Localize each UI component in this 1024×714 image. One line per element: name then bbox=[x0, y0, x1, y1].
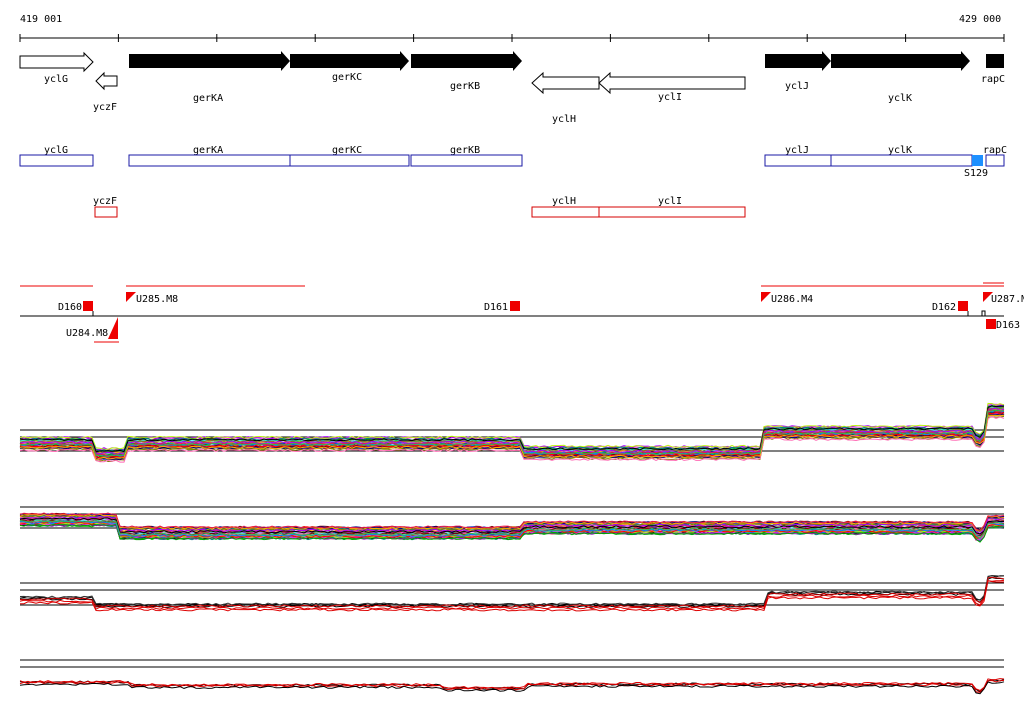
gene-arrow-yczF[interactable] bbox=[95, 71, 118, 91]
expression-trace bbox=[19, 405, 1005, 453]
coordinate-ruler: 419 001 429 000 bbox=[19, 14, 1005, 42]
gene-label-yclH: yclH bbox=[552, 114, 576, 125]
box-label-yclH: yclH bbox=[552, 196, 576, 207]
box-label-yclI: yclI bbox=[658, 196, 682, 207]
expression-trace bbox=[19, 409, 1005, 457]
marker-track: D160 U284.M8 U285.M8 D161 U286.M4 D162 U… bbox=[20, 282, 1024, 343]
expression-profiles-2 bbox=[19, 512, 1005, 543]
box-label-yclK: yclK bbox=[888, 145, 912, 156]
expression-panel-1 bbox=[19, 402, 1005, 463]
marker-U287[interactable] bbox=[983, 292, 993, 316]
ruler-end-label: 429 000 bbox=[959, 14, 1001, 25]
marker-label-U285: U285.M8 bbox=[136, 294, 178, 305]
annotation-box-yczF[interactable] bbox=[94, 206, 118, 218]
box-label-yclJ: yclJ bbox=[785, 145, 809, 156]
marker-D162[interactable] bbox=[958, 301, 968, 311]
expression-panel-4 bbox=[19, 659, 1005, 695]
marker-U286[interactable] bbox=[761, 292, 771, 316]
expression-trace bbox=[19, 580, 1005, 612]
ruler-ticks bbox=[19, 34, 1005, 42]
gene-arrow-yclJ[interactable] bbox=[765, 51, 831, 71]
expression-trace bbox=[19, 575, 1004, 607]
marker-D163[interactable] bbox=[986, 319, 996, 329]
marker-D160[interactable] bbox=[83, 301, 93, 311]
box-label-yclG: yclG bbox=[44, 145, 68, 156]
expression-trace bbox=[19, 678, 1005, 692]
site-marker-S129[interactable] bbox=[972, 155, 983, 166]
expression-profiles-1 bbox=[19, 402, 1005, 463]
ruler-start-label: 419 001 bbox=[20, 14, 62, 25]
expression-trace bbox=[19, 679, 1005, 693]
expression-trace bbox=[19, 411, 1005, 459]
marker-label-U286: U286.M4 bbox=[771, 294, 813, 305]
expression-trace bbox=[19, 579, 1005, 610]
gene-label-yclI: yclI bbox=[658, 92, 682, 103]
expression-trace bbox=[19, 519, 1005, 539]
expression-trace bbox=[19, 410, 1005, 457]
gene-label-yclG: yclG bbox=[44, 74, 68, 85]
gene-arrow-track: yclG yczF gerKA gerKC gerKB yclH yclI yc… bbox=[19, 51, 1005, 125]
gene-arrow-gerKC[interactable] bbox=[290, 51, 409, 71]
marker-label-D160: D160 bbox=[58, 302, 82, 313]
expression-trace bbox=[19, 521, 1005, 539]
box-label-gerKB: gerKB bbox=[450, 145, 480, 156]
box-label-yczF: yczF bbox=[93, 196, 117, 207]
gene-arrow-yclH[interactable] bbox=[531, 71, 600, 95]
annotation-box-yclH[interactable] bbox=[531, 206, 600, 218]
gene-arrow-rapC[interactable] bbox=[986, 54, 1004, 68]
expression-profiles-4 bbox=[19, 678, 1005, 695]
forward-strand-annotations: yclG gerKA gerKC gerKB yclJ yclK S129 ra… bbox=[19, 145, 1007, 179]
marker-label-D162: D162 bbox=[932, 302, 956, 313]
reverse-strand-annotations: yczF yclH yclI bbox=[93, 196, 746, 218]
annotation-box-yclK[interactable] bbox=[830, 154, 973, 167]
marker-U284[interactable] bbox=[108, 317, 118, 339]
box-label-gerKC: gerKC bbox=[332, 145, 362, 156]
marker-label-D161: D161 bbox=[484, 302, 508, 313]
expression-panel-3 bbox=[19, 574, 1005, 612]
gene-label-yclJ: yclJ bbox=[785, 81, 809, 92]
expression-profiles-3 bbox=[19, 574, 1005, 612]
marker-label-U287: U287.M bbox=[991, 294, 1024, 305]
expression-trace bbox=[19, 415, 1005, 463]
annotation-box-yclI[interactable] bbox=[598, 206, 746, 218]
marker-U285[interactable] bbox=[126, 292, 136, 316]
expression-trace bbox=[19, 517, 1004, 535]
marker-D161[interactable] bbox=[510, 301, 520, 311]
gene-label-gerKB: gerKB bbox=[450, 81, 480, 92]
expression-panel-2 bbox=[19, 506, 1005, 543]
gene-label-gerKC: gerKC bbox=[332, 72, 362, 83]
gene-arrow-gerKA[interactable] bbox=[129, 51, 290, 71]
marker-label-U284: U284.M8 bbox=[66, 328, 108, 339]
gene-label-rapC: rapC bbox=[981, 74, 1005, 85]
marker-label-D163: D163 bbox=[996, 320, 1020, 331]
gene-arrow-yclI[interactable] bbox=[598, 71, 746, 95]
annotation-box-rapC[interactable] bbox=[985, 154, 1005, 167]
expression-trace bbox=[19, 512, 1005, 532]
expression-trace bbox=[19, 523, 1005, 543]
box-label-rapC: rapC bbox=[983, 145, 1007, 156]
gene-label-gerKA: gerKA bbox=[193, 93, 223, 104]
expression-trace bbox=[19, 402, 1005, 450]
gene-arrow-gerKB[interactable] bbox=[411, 51, 522, 71]
annotation-box-gerKB[interactable] bbox=[410, 154, 523, 167]
expression-trace bbox=[19, 681, 1005, 695]
gene-label-yclK: yclK bbox=[888, 93, 912, 104]
annotation-box-gerKA[interactable] bbox=[128, 154, 291, 167]
site-label-S129: S129 bbox=[964, 168, 988, 179]
expression-trace bbox=[19, 576, 1005, 608]
expression-trace bbox=[19, 520, 1004, 540]
annotation-box-gerKC[interactable] bbox=[289, 154, 410, 167]
annotation-box-yclJ[interactable] bbox=[764, 154, 832, 167]
annotation-box-yclG[interactable] bbox=[19, 154, 94, 167]
box-label-gerKA: gerKA bbox=[193, 145, 223, 156]
gene-label-yczF: yczF bbox=[93, 102, 117, 113]
gene-arrow-yclG[interactable] bbox=[19, 51, 94, 73]
expression-trace bbox=[19, 414, 1004, 460]
gene-arrow-yclK[interactable] bbox=[831, 51, 970, 71]
